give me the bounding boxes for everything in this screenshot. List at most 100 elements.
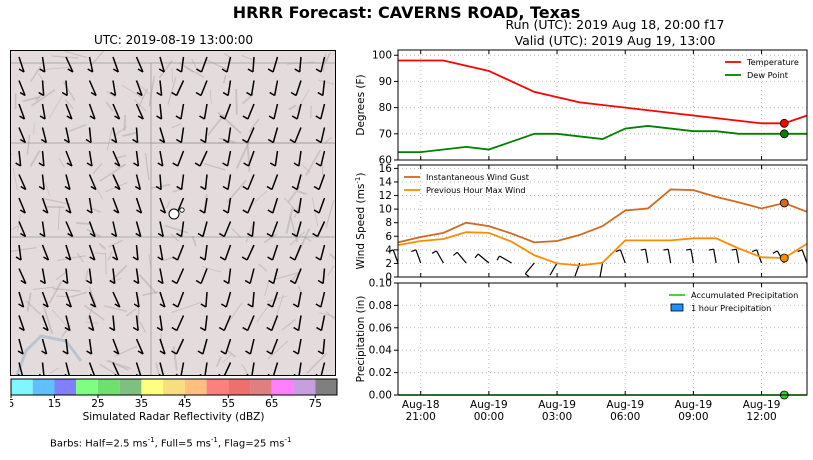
wind-barb-tick	[109, 326, 115, 332]
wind-barb	[322, 80, 326, 96]
barbs-note-full: , Full=5 ms	[154, 438, 211, 450]
wind-barb-tick	[222, 185, 229, 191]
wind-barb	[18, 56, 25, 73]
colorbar-swatch	[206, 379, 229, 395]
series-line-1-2	[398, 125, 807, 154]
wind-barb-tick	[137, 115, 144, 120]
wind-barb-tick	[159, 350, 166, 355]
terrain-relief	[285, 206, 294, 234]
legend-label: Instantaneous Wind Gust	[426, 172, 530, 182]
wind-barb	[88, 221, 96, 237]
wind-barb-tick	[20, 185, 27, 191]
colorbar-tick-label: 35	[135, 398, 148, 408]
colorbar-swatch	[293, 379, 316, 395]
legend-swatch	[670, 303, 684, 312]
wind-barb	[297, 338, 302, 355]
wind-barb	[112, 56, 120, 73]
terrain-relief	[287, 185, 301, 204]
wind-barb-tick	[18, 68, 25, 73]
terrain-relief	[263, 233, 278, 244]
wind-barb-tick	[62, 279, 69, 285]
wind-barb	[250, 80, 255, 96]
wind-barb	[320, 127, 326, 143]
barbs-legend-note: Barbs: Half=2.5 ms-1, Full=5 ms-1, Flag=…	[50, 436, 291, 449]
wind-barb-tick	[159, 138, 165, 144]
wind-barb	[644, 249, 649, 264]
wind-barb-tick	[86, 350, 92, 355]
wind-barb-tick	[88, 326, 94, 332]
wind-barb	[735, 249, 740, 264]
wind-barb-tick	[219, 256, 226, 261]
wind-barb	[296, 103, 302, 120]
colorbar-label: Simulated Radar Reflectivity (dBZ)	[82, 411, 265, 423]
terrain-relief	[167, 76, 177, 105]
wind-barb	[273, 80, 279, 96]
wind-barb-tick	[242, 138, 248, 144]
wind-barb	[65, 127, 70, 143]
wind-barb-tick	[199, 115, 205, 120]
wind-barb	[175, 338, 185, 355]
y-tick-label: 4	[385, 244, 392, 256]
terrain-relief	[325, 310, 335, 321]
terrain-relief	[297, 190, 307, 196]
y-axis-label: Wind Speed (ms-1)	[354, 173, 367, 270]
wind-barb	[392, 249, 399, 264]
legend-label: Previous Hour Max Wind	[426, 185, 526, 195]
wind-barb	[41, 127, 48, 143]
x-tick-label-date: Aug-19	[606, 399, 644, 411]
colorbar-swatch	[32, 379, 55, 395]
wind-barb	[112, 174, 121, 190]
wind-barb-tick	[200, 185, 206, 191]
terrain-relief	[324, 52, 332, 63]
wind-barb-tick	[266, 350, 273, 355]
wind-barb	[296, 221, 302, 237]
wind-barb	[159, 197, 167, 214]
series-line-1-1	[398, 59, 808, 125]
wind-barb	[180, 221, 185, 237]
colorbar-swatch	[97, 379, 120, 395]
wind-barb-tick	[15, 162, 22, 167]
wind-barb	[18, 150, 22, 167]
colorbar-swatch	[228, 379, 251, 395]
panel-frame	[397, 282, 808, 396]
terrain-relief	[275, 294, 284, 319]
wind-barb	[159, 338, 166, 355]
barbs-note-exp-1: -1	[147, 436, 155, 444]
wind-barb-tick	[199, 373, 203, 375]
wind-barb	[88, 291, 97, 308]
wind-barb	[320, 315, 326, 331]
terrain-relief	[123, 114, 127, 131]
terrain-relief	[318, 79, 335, 85]
terrain-relief	[264, 281, 270, 296]
wind-barb-tick	[65, 256, 71, 261]
wind-barb	[88, 362, 96, 375]
wind-barb-tick	[42, 326, 49, 332]
wind-barb	[65, 268, 69, 284]
wind-barb	[226, 56, 232, 73]
y-axis-label: Precipitation (in)	[355, 296, 367, 383]
colorbar-swatch	[141, 379, 164, 395]
wind-barb	[176, 244, 185, 261]
terrain-relief	[246, 140, 251, 172]
wind-barb	[135, 56, 144, 73]
wind-barb	[135, 197, 143, 214]
wind-barb	[112, 362, 120, 375]
wind-barb	[246, 244, 255, 261]
wind-barb	[65, 244, 72, 261]
terrain-relief	[142, 291, 159, 297]
wind-barb	[204, 174, 208, 190]
wind-barb	[298, 150, 302, 167]
wind-barb-tick	[39, 232, 46, 238]
wind-barb-tick	[111, 138, 117, 144]
wind-barb	[294, 127, 302, 143]
terrain-relief	[215, 356, 222, 367]
terrain-relief	[125, 308, 137, 317]
wind-barb	[65, 56, 74, 73]
wind-barb	[271, 315, 279, 331]
wind-barb	[41, 244, 50, 261]
wind-barb	[294, 268, 302, 284]
wind-barb	[247, 150, 255, 167]
terrain-relief	[98, 242, 107, 250]
terrain-relief	[294, 204, 300, 218]
wind-barb	[322, 338, 326, 355]
